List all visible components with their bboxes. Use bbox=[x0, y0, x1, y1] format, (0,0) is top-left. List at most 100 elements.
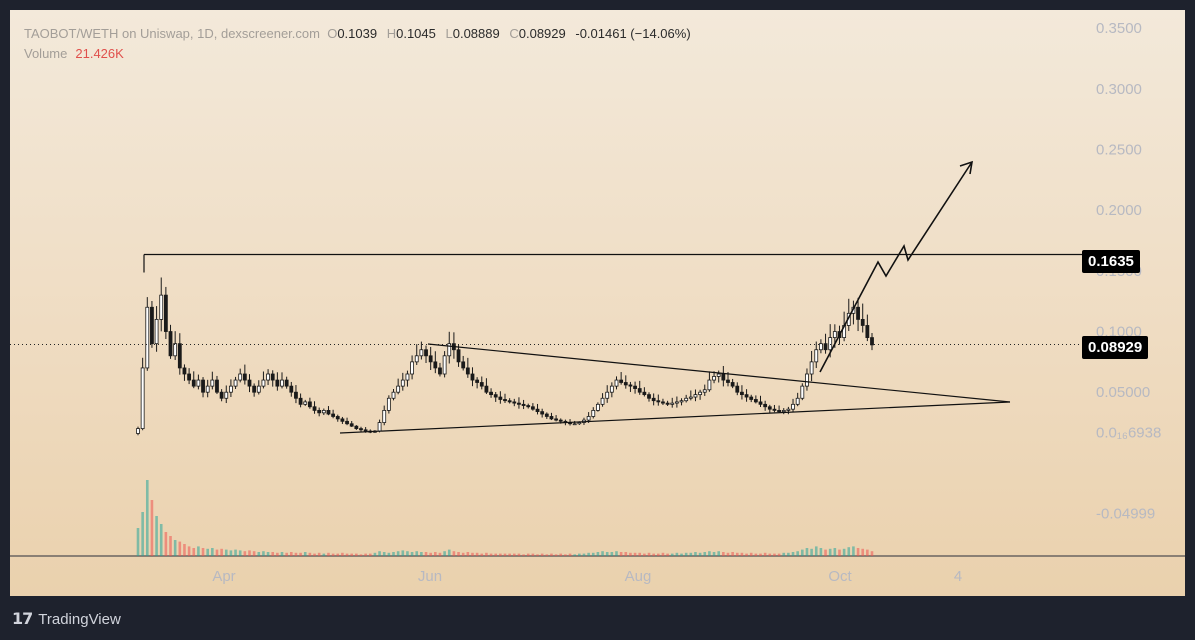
y-tick-label: 0.3000 bbox=[1096, 81, 1142, 98]
candle-body bbox=[238, 373, 243, 381]
volume-bar bbox=[215, 549, 219, 556]
volume-bar bbox=[638, 552, 642, 556]
volume-bar bbox=[531, 553, 535, 556]
volume-bar bbox=[350, 553, 353, 556]
candle-body bbox=[702, 389, 707, 393]
volume-bar bbox=[220, 548, 223, 556]
footer-brand[interactable]: 𝟭𝟳 TradingView bbox=[12, 606, 121, 632]
volume-bar bbox=[252, 551, 256, 556]
volume-bar bbox=[434, 552, 437, 556]
volume-bar bbox=[564, 554, 567, 556]
volume-bar bbox=[420, 552, 423, 556]
candle-body bbox=[679, 400, 684, 403]
volume-bar bbox=[373, 552, 377, 556]
volume-bar bbox=[234, 549, 237, 556]
candle-body bbox=[224, 391, 229, 399]
volume-bar bbox=[833, 548, 837, 556]
candle-body bbox=[535, 408, 540, 413]
candle-body bbox=[242, 373, 247, 381]
volume-bar bbox=[657, 553, 660, 556]
candle-body bbox=[191, 379, 196, 387]
candle-body bbox=[688, 396, 693, 399]
y-tick-label: 0.2000 bbox=[1096, 202, 1142, 219]
candle-body bbox=[215, 379, 219, 393]
volume-bar bbox=[331, 553, 335, 556]
candle-body bbox=[726, 379, 730, 383]
x-tick-label: Apr bbox=[212, 568, 235, 585]
volume-bar bbox=[280, 552, 284, 556]
volume-bar bbox=[703, 552, 707, 556]
candle-body bbox=[168, 331, 173, 357]
volume-bar bbox=[415, 551, 419, 556]
volume-bar bbox=[466, 552, 470, 556]
candle-body bbox=[600, 397, 605, 405]
low-label: L bbox=[445, 26, 453, 41]
volume-bar bbox=[559, 553, 563, 556]
volume-bar bbox=[740, 552, 744, 556]
volume-bar bbox=[587, 552, 590, 556]
volume-bar bbox=[206, 548, 209, 556]
candle-body bbox=[623, 382, 628, 386]
high-label: H bbox=[386, 26, 397, 41]
volume-bar bbox=[578, 553, 581, 556]
candle-body bbox=[266, 373, 270, 381]
volume-bar bbox=[708, 551, 711, 556]
x-tick-label: Oct bbox=[828, 568, 852, 585]
volume-bar bbox=[698, 552, 702, 556]
volume-bar bbox=[285, 552, 288, 556]
candle-body bbox=[767, 406, 772, 410]
volume-bar bbox=[457, 552, 460, 556]
x-tick-label: Aug bbox=[625, 568, 652, 585]
candle-body bbox=[261, 379, 266, 387]
candle-body bbox=[633, 385, 637, 389]
volume-bar bbox=[591, 552, 595, 556]
candle-body bbox=[512, 401, 517, 404]
volume-bar bbox=[619, 552, 623, 556]
volume-bar bbox=[522, 554, 525, 556]
candle-body bbox=[786, 408, 791, 411]
candle-body bbox=[721, 373, 726, 381]
candle-body bbox=[823, 343, 828, 351]
candle-body bbox=[229, 385, 233, 393]
volume-bar bbox=[782, 552, 786, 556]
candle-body bbox=[865, 325, 870, 339]
candle-body bbox=[363, 429, 368, 432]
volume-bar bbox=[499, 553, 502, 556]
low-value: 0.08889 bbox=[452, 26, 500, 41]
volume-bar bbox=[401, 550, 405, 556]
volume-bar bbox=[150, 500, 154, 556]
volume-bar bbox=[475, 552, 479, 556]
volume-bar bbox=[238, 550, 242, 556]
volume-bar bbox=[336, 553, 340, 556]
candle-body bbox=[391, 391, 396, 399]
candle-body bbox=[856, 306, 860, 320]
volume-bar bbox=[303, 552, 307, 556]
candle-body bbox=[340, 418, 345, 422]
candle-body bbox=[335, 416, 340, 420]
volume-bar bbox=[573, 554, 576, 556]
candle-body bbox=[247, 379, 252, 387]
volume-bar bbox=[262, 551, 265, 556]
candle-body bbox=[693, 394, 698, 398]
volume-bar bbox=[159, 524, 163, 556]
price-chart[interactable]: 0.35000.30000.25000.20000.15000.10000.05… bbox=[10, 10, 1185, 596]
candle-body bbox=[312, 406, 317, 411]
volume-bar bbox=[387, 552, 391, 556]
volume-bar bbox=[661, 552, 665, 556]
candle-body bbox=[605, 391, 610, 399]
volume-bar bbox=[601, 551, 604, 556]
volume-bar bbox=[471, 552, 474, 556]
volume-bar bbox=[545, 554, 549, 556]
volume-bar bbox=[187, 546, 191, 556]
candle-body bbox=[503, 399, 507, 402]
volume-bar bbox=[810, 548, 813, 556]
candle-body bbox=[526, 405, 531, 408]
volume-bar bbox=[257, 552, 261, 556]
volume-bar bbox=[615, 551, 618, 556]
close-value: 0.08929 bbox=[518, 26, 566, 41]
candle-body bbox=[280, 379, 284, 387]
candle-body bbox=[270, 373, 275, 381]
volume-bar bbox=[536, 554, 539, 556]
volume-bar bbox=[624, 552, 628, 556]
volume-bar bbox=[768, 553, 772, 556]
